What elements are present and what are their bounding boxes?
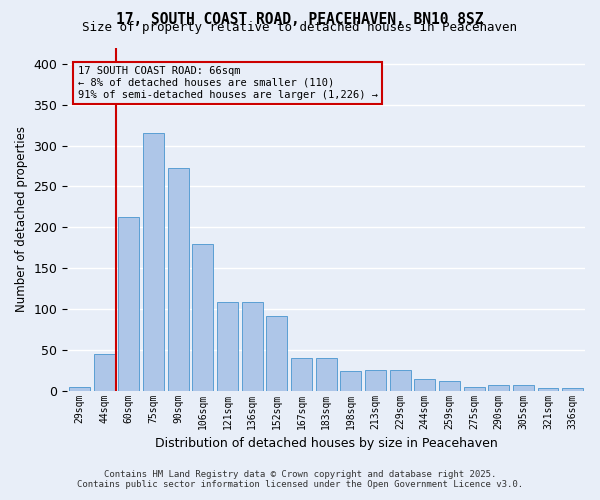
Bar: [365, 370, 386, 390]
Bar: [488, 385, 509, 390]
Bar: [291, 358, 312, 390]
Text: 17 SOUTH COAST ROAD: 66sqm
← 8% of detached houses are smaller (110)
91% of semi: 17 SOUTH COAST ROAD: 66sqm ← 8% of detac…: [77, 66, 377, 100]
Bar: [464, 386, 485, 390]
Y-axis label: Number of detached properties: Number of detached properties: [15, 126, 28, 312]
Bar: [414, 379, 435, 390]
Bar: [316, 358, 337, 390]
Bar: [389, 370, 410, 390]
Bar: [439, 381, 460, 390]
Bar: [217, 302, 238, 390]
Bar: [94, 354, 115, 391]
Bar: [513, 385, 534, 390]
Bar: [192, 244, 213, 390]
Bar: [167, 168, 188, 390]
Bar: [340, 371, 361, 390]
Bar: [562, 388, 583, 390]
Text: Size of property relative to detached houses in Peacehaven: Size of property relative to detached ho…: [83, 22, 517, 35]
Text: 17, SOUTH COAST ROAD, PEACEHAVEN, BN10 8SZ: 17, SOUTH COAST ROAD, PEACEHAVEN, BN10 8…: [116, 12, 484, 26]
X-axis label: Distribution of detached houses by size in Peacehaven: Distribution of detached houses by size …: [155, 437, 497, 450]
Bar: [266, 316, 287, 390]
Bar: [118, 218, 139, 390]
Bar: [143, 134, 164, 390]
Bar: [69, 386, 90, 390]
Bar: [538, 388, 559, 390]
Text: Contains HM Land Registry data © Crown copyright and database right 2025.
Contai: Contains HM Land Registry data © Crown c…: [77, 470, 523, 489]
Bar: [242, 302, 263, 390]
